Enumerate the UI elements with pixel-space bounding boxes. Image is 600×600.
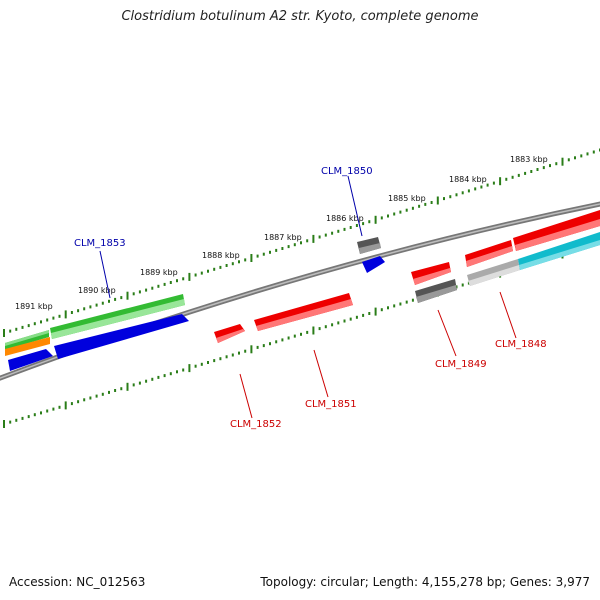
gene-feature-clm-1852[interactable] [214, 324, 245, 343]
gene-feature-green-left[interactable] [5, 330, 49, 350]
leader-line-clm-1852 [239, 373, 253, 419]
accession-text: Accession: NC_012563 [9, 575, 146, 589]
leader-line-clm-1849 [437, 309, 457, 357]
gene-feature-clm-1853-green[interactable] [50, 294, 185, 339]
leader-line-clm-1851 [313, 349, 329, 398]
gene-feature-clm-1849-red[interactable] [411, 262, 451, 285]
leader-line-clm-1848 [499, 291, 517, 339]
gene-feature-clm-1848-grey[interactable] [467, 259, 520, 286]
kbp-label-1888: 1888 kbp [202, 251, 240, 260]
kbp-label-1887: 1887 kbp [264, 233, 302, 242]
gene-feature-blue-small[interactable] [362, 256, 385, 273]
kbp-label-1889: 1889 kbp [140, 268, 178, 277]
gene-feature-clm-1850[interactable] [357, 237, 381, 254]
outer-scale-ticks [3, 148, 600, 337]
leader-line-clm-1850 [347, 175, 363, 237]
genome-summary-text: Topology: circular; Length: 4,155,278 bp… [260, 575, 590, 589]
kbp-label-1885: 1885 kbp [388, 194, 426, 203]
gene-label-clm-1848[interactable]: CLM_1848 [495, 339, 547, 350]
gene-feature-red-upper-2[interactable] [513, 210, 600, 251]
kbp-label-1891: 1891 kbp [15, 302, 53, 311]
kbp-label-1886: 1886 kbp [326, 214, 364, 223]
gene-feature-blue-left[interactable] [8, 349, 53, 371]
gene-feature-cyan[interactable] [518, 232, 600, 270]
gene-feature-blue-large[interactable] [54, 314, 189, 359]
leader-line-clm-1853 [99, 250, 111, 299]
kbp-label-1890: 1890 kbp [78, 286, 116, 295]
gene-feature-clm-1849-grey[interactable] [415, 279, 457, 303]
gene-feature-orange[interactable] [5, 337, 50, 356]
kbp-label-1883: 1883 kbp [510, 155, 548, 164]
gene-label-clm-1853[interactable]: CLM_1853 [74, 238, 126, 249]
gene-feature-clm-1851[interactable] [254, 293, 353, 331]
kbp-label-1884: 1884 kbp [449, 175, 487, 184]
map-title: Clostridium botulinum A2 str. Kyoto, com… [121, 9, 479, 24]
gene-label-clm-1851[interactable]: CLM_1851 [305, 399, 357, 410]
gene-label-clm-1849[interactable]: CLM_1849 [435, 359, 487, 370]
gene-label-clm-1850[interactable]: CLM_1850 [321, 166, 373, 177]
gene-label-clm-1852[interactable]: CLM_1852 [230, 419, 282, 430]
gene-feature-red-upper-1[interactable] [465, 240, 513, 267]
